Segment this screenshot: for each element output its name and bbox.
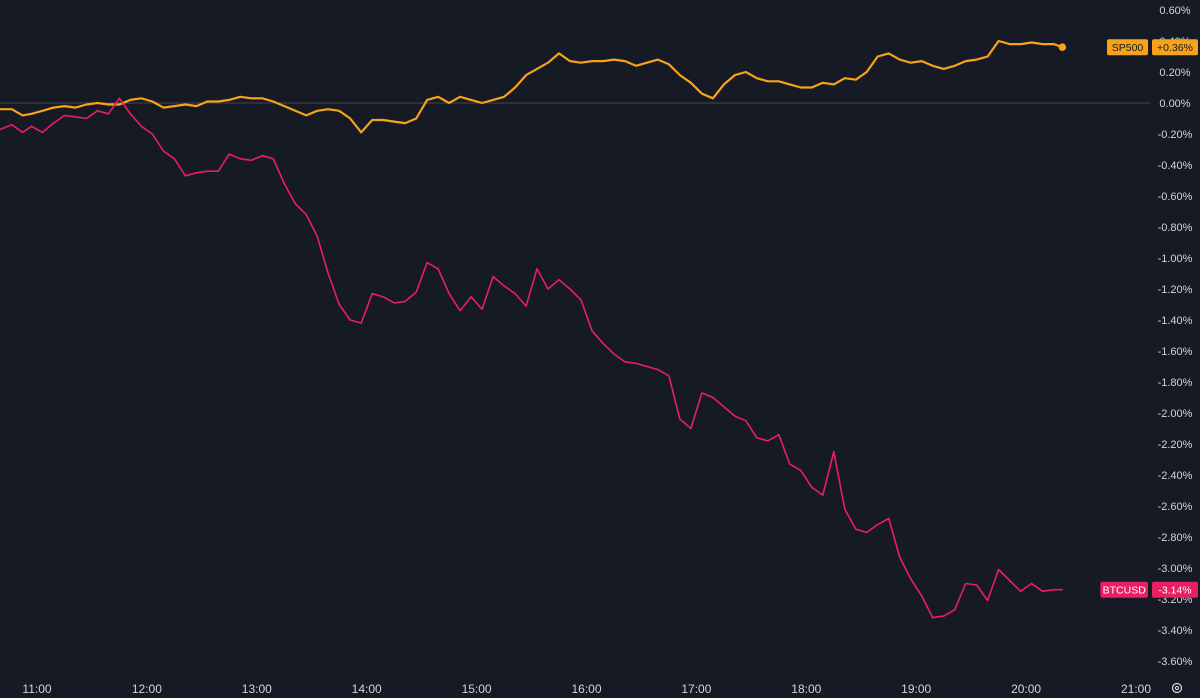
y-tick-label: -0.80%	[1158, 222, 1193, 234]
y-tick-label: 0.00%	[1159, 98, 1190, 110]
y-tick-label: -2.20%	[1158, 439, 1193, 451]
y-tick-label: -1.00%	[1158, 253, 1193, 265]
y-tick-label: -3.40%	[1158, 625, 1193, 637]
y-tick-label: -2.40%	[1158, 470, 1193, 482]
gear-icon[interactable]	[1171, 682, 1183, 694]
x-tick-label: 15:00	[462, 682, 492, 696]
x-tick-label: 14:00	[352, 682, 382, 696]
y-tick-label: -1.40%	[1158, 315, 1193, 327]
y-tick-label: -1.60%	[1158, 346, 1193, 358]
badge-value-box	[1152, 581, 1198, 598]
badge-sp500: SP500 +0.36%	[1107, 39, 1198, 56]
x-tick-label: 20:00	[1011, 682, 1041, 696]
y-tick-label: -0.20%	[1158, 129, 1193, 141]
badge-value-box	[1152, 39, 1198, 56]
y-tick-label: 0.20%	[1159, 67, 1190, 79]
x-tick-label: 18:00	[791, 682, 821, 696]
y-tick-label: -3.60%	[1158, 656, 1193, 668]
y-tick-label: -2.60%	[1158, 501, 1193, 513]
badge-series-name: BTCUSD	[1103, 585, 1147, 597]
badge-value-label: +0.36%	[1157, 42, 1193, 54]
y-tick-label: -0.40%	[1158, 160, 1193, 172]
badge-name-box	[1100, 581, 1148, 598]
y-tick-label: -1.20%	[1158, 284, 1193, 296]
x-tick-label: 12:00	[132, 682, 162, 696]
badge-btcusd: BTCUSD -3.14%	[1100, 581, 1198, 598]
badge-value-label: -3.14%	[1158, 585, 1191, 597]
series-layer	[0, 39, 1067, 619]
x-tick-label: 19:00	[901, 682, 931, 696]
last-value-badges: SP500 +0.36% BTCUSD -3.14%	[1100, 39, 1198, 598]
badge-name-box	[1107, 39, 1148, 56]
series-line-sp500[interactable]	[0, 39, 1064, 134]
y-tick-label: -2.00%	[1158, 408, 1193, 420]
badge-series-name: SP500	[1112, 42, 1144, 54]
y-axis[interactable]: 0.60%0.40%0.20%0.00%-0.20%-0.40%-0.60%-0…	[1158, 5, 1193, 668]
x-tick-label: 11:00	[22, 682, 51, 696]
x-tick-label: 16:00	[571, 682, 601, 696]
x-axis[interactable]: 11:00 12:00 13:00 14:00 15:00 16:00 17:00 18:00…	[22, 682, 1151, 696]
x-tick-label: 17:00	[681, 682, 711, 696]
y-tick-label: -2.80%	[1158, 532, 1193, 544]
x-tick-label: 21:00	[1121, 682, 1151, 696]
y-tick-label: 0.60%	[1159, 5, 1190, 17]
last-point-marker	[1058, 43, 1067, 51]
y-tick-label: -1.80%	[1158, 377, 1193, 389]
y-tick-label: -3.00%	[1158, 563, 1193, 575]
series-line-btcusd[interactable]	[0, 97, 1064, 619]
x-tick-label: 13:00	[242, 682, 272, 696]
y-tick-label: -0.60%	[1158, 191, 1193, 203]
